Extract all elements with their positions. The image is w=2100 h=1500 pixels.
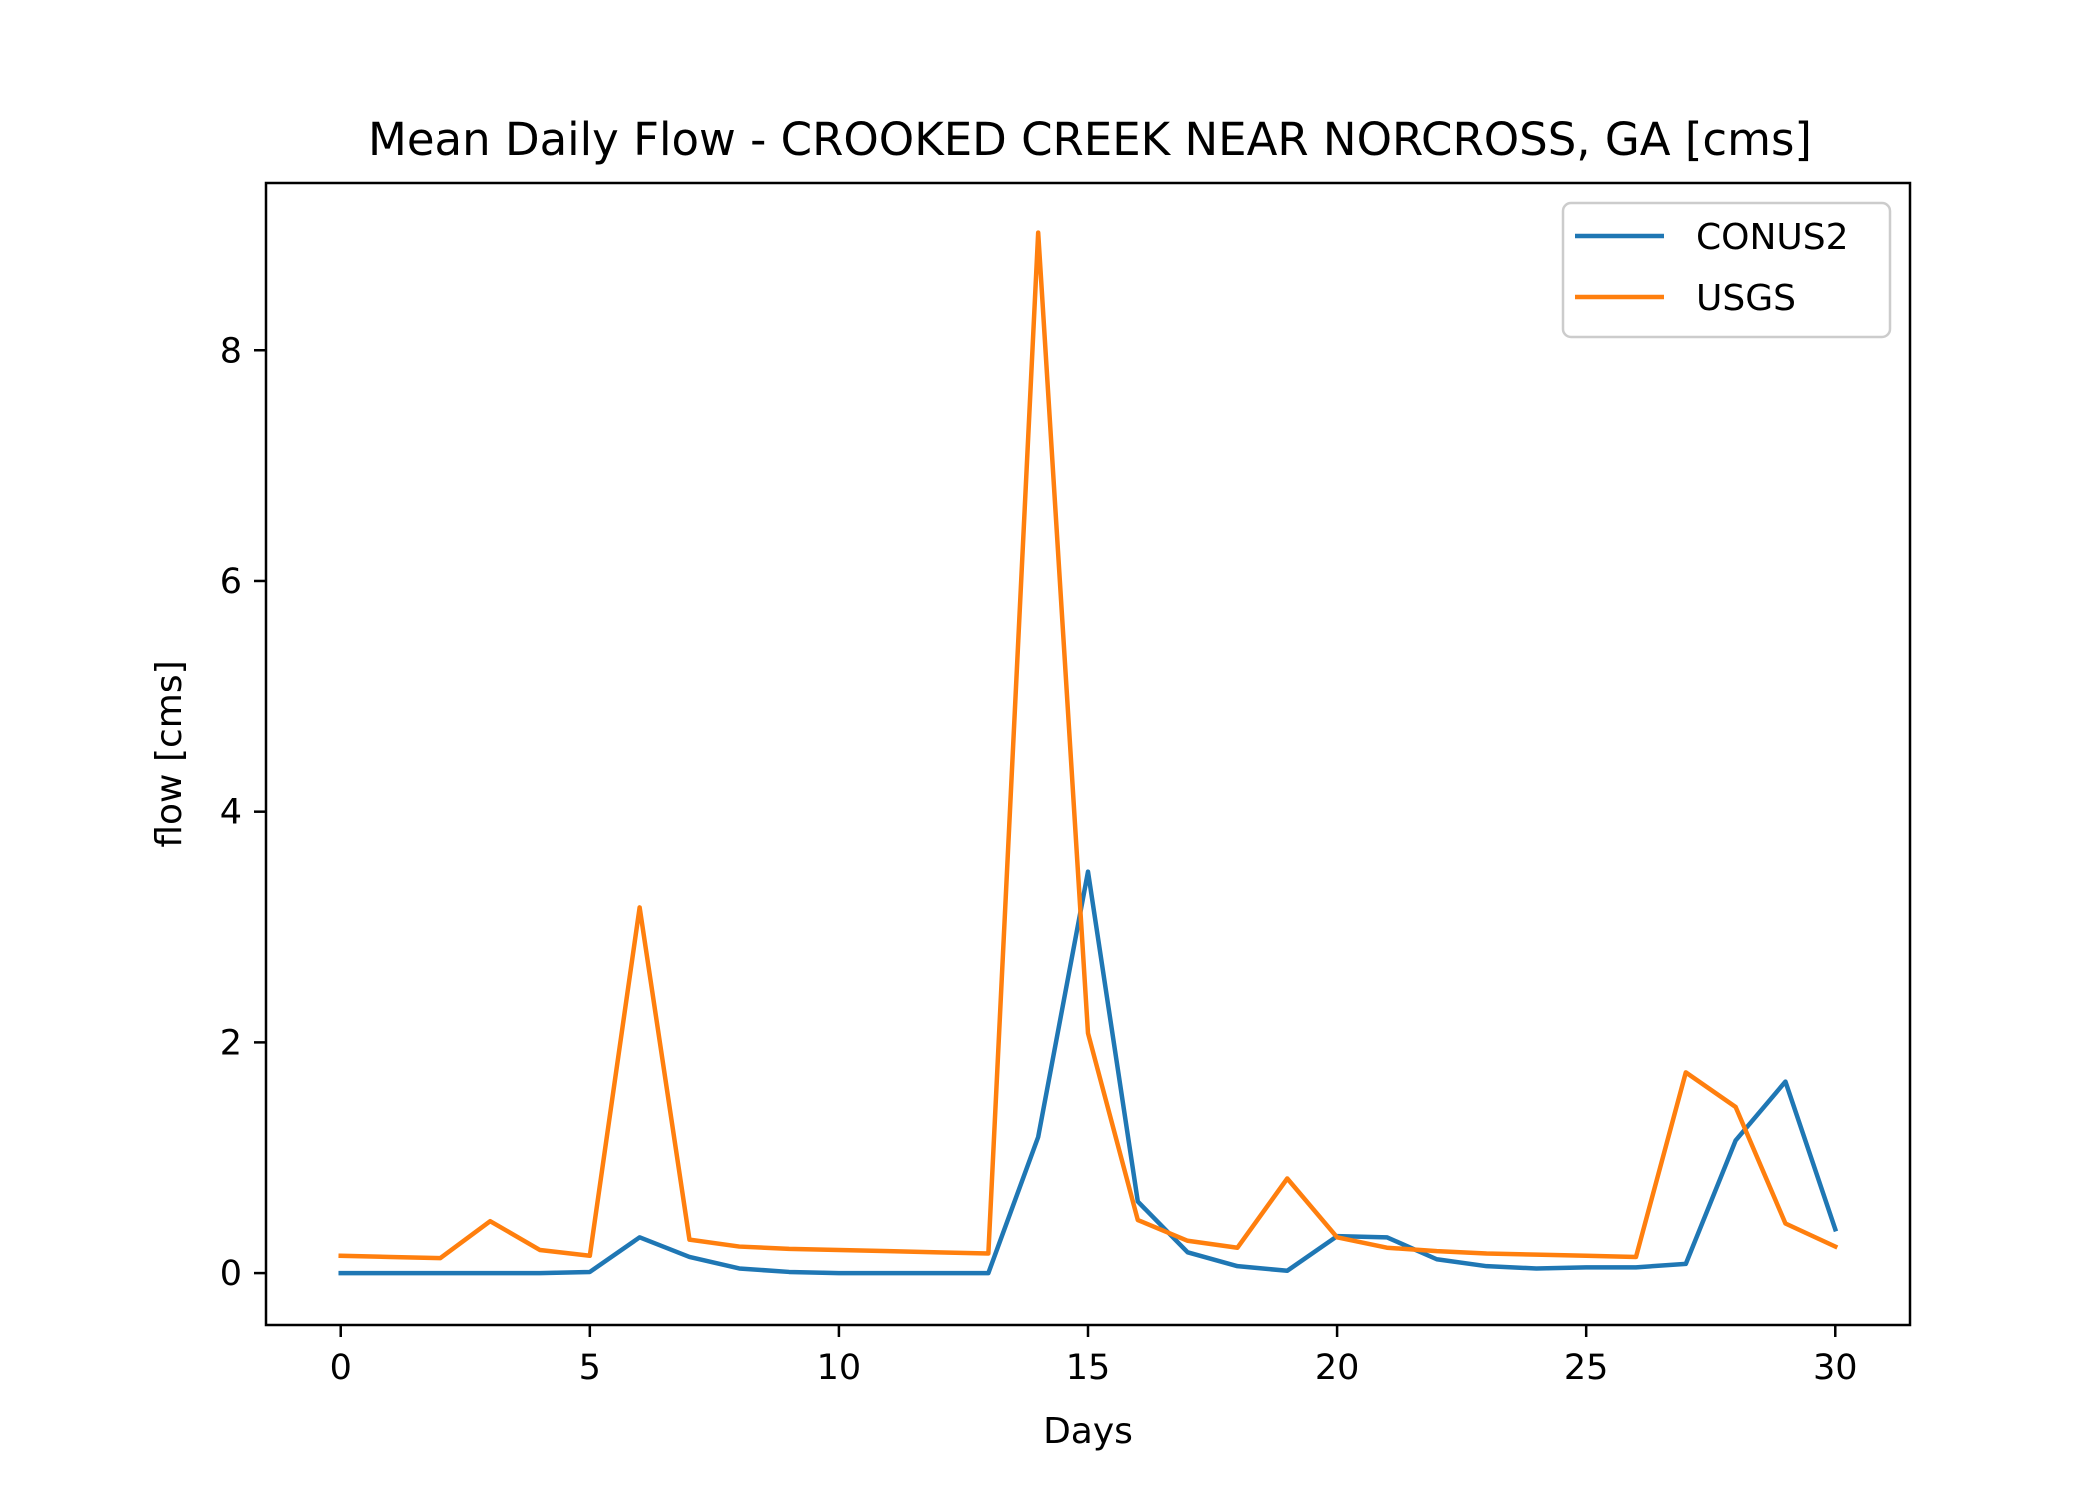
series-line-conus2 [338, 869, 1839, 1276]
y-axis-label: flow [cms] [149, 660, 190, 847]
plot-lines [338, 230, 1839, 1276]
x-tick-label: 30 [1813, 1348, 1858, 1388]
y-tick-label: 8 [220, 331, 242, 371]
x-axis: 0 5 10 15 20 25 30 [330, 1325, 1858, 1388]
x-tick-label: 10 [817, 1348, 862, 1388]
series-line-usgs [338, 230, 1839, 1261]
x-tick-label: 5 [579, 1348, 601, 1388]
x-tick-label: 0 [330, 1348, 352, 1388]
x-axis-label: Days [1043, 1411, 1133, 1452]
y-tick-label: 0 [220, 1254, 242, 1294]
x-tick-label: 25 [1564, 1348, 1609, 1388]
y-tick-label: 4 [220, 793, 242, 833]
y-axis: 0 2 4 6 8 [220, 331, 266, 1294]
legend-label-conus2: CONUS2 [1696, 217, 1849, 258]
legend-label-usgs: USGS [1696, 278, 1796, 319]
y-tick-label: 2 [220, 1023, 242, 1063]
legend: CONUS2 USGS [1561, 201, 1892, 339]
y-tick-label: 6 [220, 562, 242, 602]
x-tick-label: 20 [1315, 1348, 1360, 1388]
x-tick-label: 15 [1066, 1348, 1111, 1388]
chart-title: Mean Daily Flow - CROOKED CREEK NEAR NOR… [368, 113, 1812, 166]
